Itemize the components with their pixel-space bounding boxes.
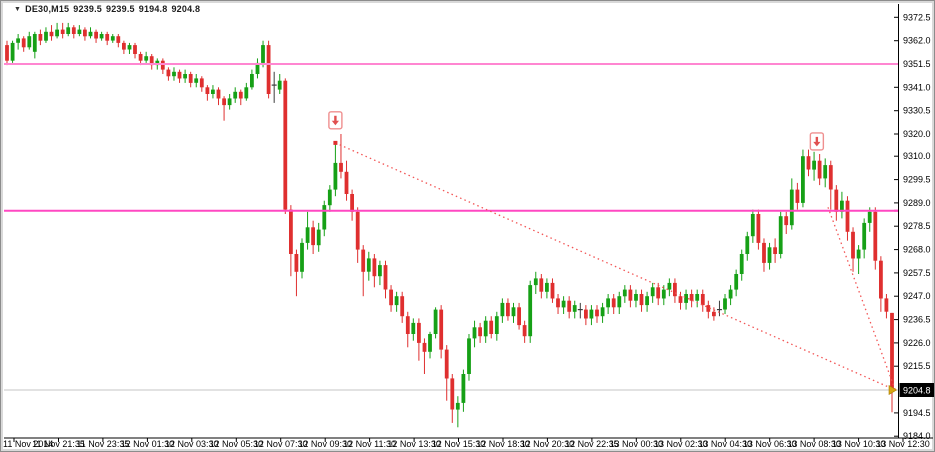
svg-text:9268.0: 9268.0 <box>903 245 931 255</box>
current-price-tag: 9204.8 <box>899 382 934 397</box>
svg-text:9362.0: 9362.0 <box>903 36 931 46</box>
svg-text:9310.0: 9310.0 <box>903 151 931 161</box>
ohlc-open: 9239.5 <box>73 4 102 14</box>
svg-text:12 Nov 18:30: 12 Nov 18:30 <box>476 439 530 449</box>
sell-signal-marker-2[interactable] <box>809 132 825 151</box>
svg-text:9299.5: 9299.5 <box>903 175 931 185</box>
ohlc-low: 9194.8 <box>138 4 168 14</box>
svg-text:13 Nov 06:30: 13 Nov 06:30 <box>743 439 797 449</box>
svg-text:12 Nov 13:30: 12 Nov 13:30 <box>387 439 441 449</box>
svg-text:12 Nov 15:30: 12 Nov 15:30 <box>432 439 486 449</box>
svg-text:9184.0: 9184.0 <box>903 431 931 441</box>
svg-text:9320.0: 9320.0 <box>903 129 931 139</box>
svg-text:12 Nov 01:30: 12 Nov 01:30 <box>121 439 175 449</box>
svg-text:9330.5: 9330.5 <box>903 106 931 116</box>
svg-text:12 Nov 05:30: 12 Nov 05:30 <box>210 439 264 449</box>
sell-signal-marker-1[interactable] <box>328 111 343 130</box>
svg-text:9194.5: 9194.5 <box>903 408 931 418</box>
candles-group[interactable] <box>5 22 894 428</box>
symbol-timeframe-label: DE30,M15 <box>25 4 70 14</box>
svg-text:12 Nov 03:30: 12 Nov 03:30 <box>165 439 219 449</box>
svg-text:9215.5: 9215.5 <box>903 361 931 371</box>
svg-text:9372.5: 9372.5 <box>903 12 931 22</box>
svg-text:12 Nov 20:30: 12 Nov 20:30 <box>521 439 575 449</box>
svg-text:12 Nov 11:30: 12 Nov 11:30 <box>343 439 396 449</box>
symbol-ohlc-header: ▼ DE30,M15 9239.5 9239.5 9194.8 9204.8 <box>14 4 200 14</box>
ohlc-close: 9204.8 <box>171 4 201 14</box>
svg-text:9236.5: 9236.5 <box>903 315 931 325</box>
svg-text:11 Nov 2014: 11 Nov 2014 <box>3 439 53 449</box>
svg-text:9257.5: 9257.5 <box>903 268 931 278</box>
ohlc-high: 9239.5 <box>106 4 135 14</box>
svg-text:9278.5: 9278.5 <box>903 221 931 231</box>
svg-text:13 Nov 12:30: 13 Nov 12:30 <box>876 439 930 449</box>
trendline-1[interactable] <box>335 142 896 391</box>
price-axis[interactable]: 9372.5 9362.0 9351.5 9341.0 9330.5 9320.0 9310… <box>894 12 931 441</box>
svg-text:9341.0: 9341.0 <box>903 82 931 92</box>
trendline-1-anchor[interactable] <box>333 140 338 145</box>
svg-text:11 Nov 21:35: 11 Nov 21:35 <box>32 439 85 449</box>
svg-text:13 Nov 02:30: 13 Nov 02:30 <box>654 439 708 449</box>
svg-text:11 Nov 23:35: 11 Nov 23:35 <box>76 439 129 449</box>
svg-text:13 Nov 10:30: 13 Nov 10:30 <box>832 439 886 449</box>
svg-text:13 Nov 08:30: 13 Nov 08:30 <box>787 439 841 449</box>
chart-dropdown-icon[interactable]: ▼ <box>14 5 22 13</box>
svg-text:12 Nov 07:30: 12 Nov 07:30 <box>254 439 308 449</box>
svg-text:13 Nov 04:30: 13 Nov 04:30 <box>698 439 752 449</box>
svg-text:9204.8: 9204.8 <box>903 385 931 395</box>
price-pointer-icon <box>888 384 898 396</box>
svg-text:9351.5: 9351.5 <box>903 59 931 69</box>
svg-text:12 Nov 09:30: 12 Nov 09:30 <box>298 439 352 449</box>
svg-text:13 Nov 00:30: 13 Nov 00:30 <box>610 439 664 449</box>
svg-text:9247.0: 9247.0 <box>903 291 931 301</box>
svg-text:9289.0: 9289.0 <box>903 198 931 208</box>
svg-text:9226.0: 9226.0 <box>903 338 931 348</box>
svg-text:12 Nov 22:35: 12 Nov 22:35 <box>565 439 619 449</box>
